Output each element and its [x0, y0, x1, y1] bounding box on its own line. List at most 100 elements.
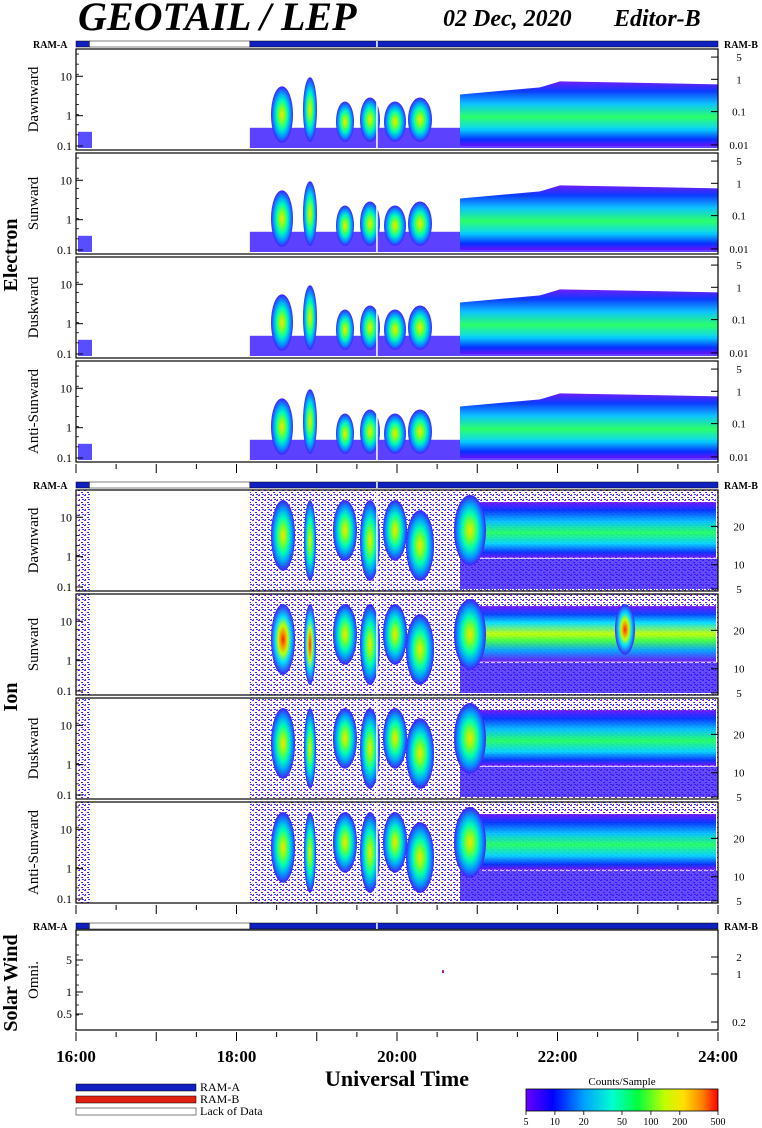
- spectral-blob: [333, 500, 357, 561]
- y2-tick-label: 0.2: [732, 1017, 746, 1029]
- colorbar-tick-label: 200: [672, 1117, 687, 1128]
- panel-ion-sunward: Sunward 10 1 0.1 20 10 5: [26, 593, 746, 700]
- chart-editor: Editor-B: [613, 6, 701, 32]
- group-label: Electron: [0, 219, 22, 292]
- legend-label-ram-b: RAM-B: [200, 1092, 239, 1106]
- panel-label: Anti-Sunward: [26, 810, 42, 895]
- spectral-blob: [336, 101, 354, 142]
- mode-bar: RAM-A RAM-B: [33, 481, 758, 492]
- mode-bar-left-label: RAM-A: [33, 481, 68, 492]
- spectral-blob: [304, 500, 316, 581]
- y2-tick-label: 0.01: [729, 140, 748, 152]
- spectral-blob: [360, 201, 380, 246]
- y-tick-label: 1: [66, 550, 72, 564]
- spectral-blob: [454, 807, 486, 878]
- y-tick-label: 10: [60, 173, 72, 187]
- mode-bar-right-label: RAM-B: [724, 40, 758, 51]
- y2-tick-label: 5: [736, 792, 742, 804]
- spectral-blob: [333, 708, 357, 769]
- mode-bar: RAM-A RAM-B: [33, 40, 758, 51]
- spectral-blob: [271, 398, 293, 455]
- group-label: Solar Wind: [0, 934, 22, 1031]
- mode-bar: RAM-A RAM-B: [33, 922, 758, 933]
- spectral-blob: [360, 409, 380, 454]
- spectral-blob: [408, 201, 432, 246]
- group-electron: RAM-A RAM-B Electron Dawnward 10 1 0.1 5 1 0.1 0.0…: [0, 40, 758, 465]
- y-tick-label: 10: [60, 69, 72, 83]
- panel-frame: [75, 360, 719, 463]
- spectral-blob: [406, 822, 434, 893]
- mode-bar-left-label: RAM-A: [33, 40, 68, 51]
- legend-label-ram-a: RAM-A: [200, 1080, 240, 1094]
- y-tick-label: 0.1: [57, 347, 72, 361]
- spectral-blob: [304, 604, 316, 685]
- y-tick-label: 10: [60, 277, 72, 291]
- colorbar-tick-label: 50: [617, 1117, 627, 1128]
- spectral-blob: [454, 703, 486, 774]
- colorbar-scale: [525, 1088, 719, 1112]
- y-tick-label: 0.1: [57, 788, 72, 802]
- panel-electron-duskward: Duskward 10 1 0.1 5 1 0.1 0.01: [26, 256, 749, 361]
- panel-frame: [75, 801, 719, 904]
- panel-frame: [75, 489, 719, 592]
- spectral-blob: [360, 604, 380, 685]
- spectral-band: [470, 502, 716, 558]
- panel-electron-anti-sunward: Anti-Sunward 10 1 0.1 5 1 0.1 0.01: [26, 360, 749, 465]
- noise-region: [78, 490, 90, 591]
- panels: RAM-A RAM-B Electron Dawnward 10 1 0.1 5 1 0.1 0.0…: [0, 40, 758, 1032]
- spectral-blob: [336, 205, 354, 246]
- panel-ion-anti-sunward: Anti-Sunward 10 1 0.1 20 10 5: [26, 801, 745, 908]
- colorbar-tick-label: 500: [711, 1117, 726, 1128]
- y2-tick-label: 20: [734, 729, 746, 741]
- spectral-blob: [383, 500, 407, 561]
- panel-ion-duskward: Duskward 10 1 0.1 20 10 5: [26, 697, 746, 804]
- spectral-blob: [408, 305, 432, 350]
- x-tick-label: 16:00: [56, 1047, 96, 1066]
- colorbar-tick-label: 5: [524, 1117, 529, 1128]
- spectral-blob: [303, 77, 317, 142]
- spectral-blob: [383, 604, 407, 665]
- spectral-blob: [408, 97, 432, 142]
- panel-frame: [75, 256, 719, 359]
- spectral-band: [460, 393, 718, 458]
- x-tick-label: 24:00: [698, 1047, 738, 1066]
- y2-tick-label: 5: [736, 364, 742, 376]
- panel-label: Anti-Sunward: [26, 369, 42, 454]
- spectral-blob: [383, 812, 407, 873]
- y2-tick-label: 0.01: [729, 452, 748, 464]
- spectral-blob: [336, 309, 354, 350]
- y-tick-label: 10: [60, 510, 72, 524]
- y2-tick-label: 1: [736, 386, 742, 398]
- y2-tick-label: 5: [736, 260, 742, 272]
- spectral-band: [460, 558, 718, 589]
- legend-swatch-lack-of-data: [75, 1107, 197, 1116]
- mode-segment: [249, 40, 719, 48]
- y-tick-label: 0.1: [57, 892, 72, 906]
- panel-label: Dawnward: [26, 66, 42, 132]
- mode-segment: [75, 481, 90, 489]
- spectral-band: [78, 131, 92, 148]
- spectral-blob: [360, 305, 380, 350]
- x-axis: 16:00 18:00 20:00 22:00 24:00 Universal Time: [56, 464, 738, 1091]
- spectral-blob: [333, 812, 357, 873]
- spectral-band: [78, 339, 92, 356]
- panel-label: Duskward: [26, 717, 42, 779]
- spectral-blob: [360, 812, 380, 893]
- group-solar-wind: RAM-A RAM-B Solar Wind Omni. 5 1 0.5 2 1 0.2: [0, 922, 758, 1032]
- y2-tick-label: 10: [734, 768, 746, 780]
- y-tick-label: 1: [66, 862, 72, 876]
- panel-frame: [75, 929, 719, 1031]
- x-tick-label: 20:00: [377, 1047, 417, 1066]
- y-tick-label: 0.1: [57, 451, 72, 465]
- y-tick-label: 0.1: [57, 139, 72, 153]
- spectral-blob: [303, 181, 317, 246]
- colorbar: Counts/Sample 5 10 20 50 100 200 500: [524, 1076, 726, 1128]
- y2-tick-label: 20: [734, 625, 746, 637]
- y-tick-label: 1: [66, 758, 72, 772]
- panel-label: Sunward: [26, 176, 42, 230]
- y-tick-label: 1: [66, 985, 72, 999]
- y-tick-label: 1: [66, 421, 72, 435]
- panel-frame: [75, 48, 719, 151]
- spectral-blob: [333, 604, 357, 665]
